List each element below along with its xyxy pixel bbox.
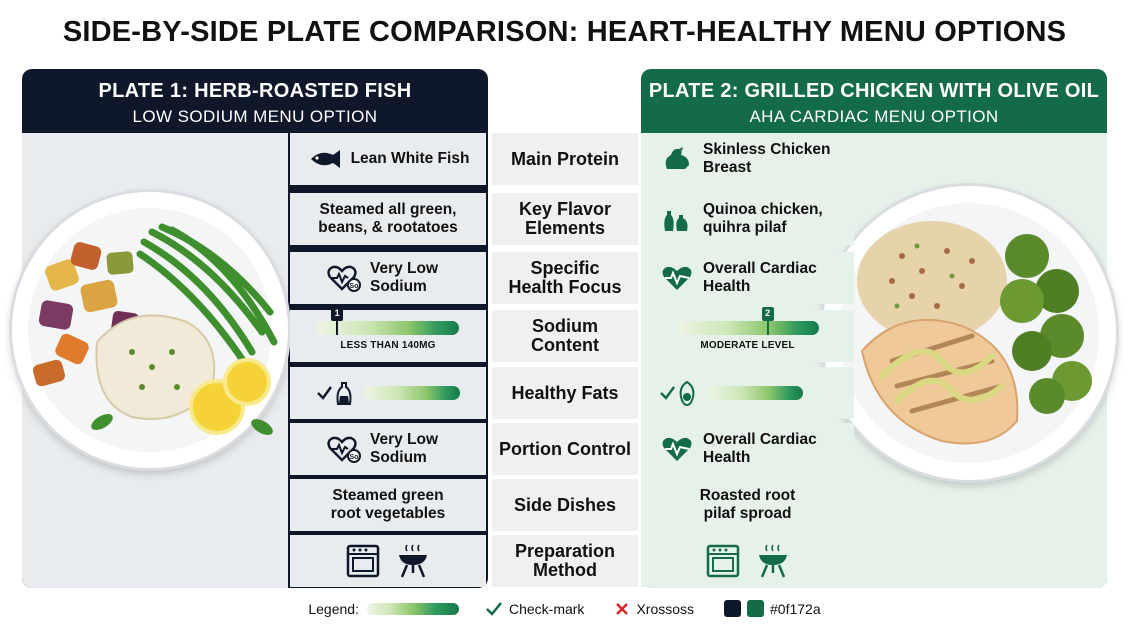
- healthy-fats-bar-plate-1: [364, 386, 460, 400]
- row-label-side-dishes: Side Dishes: [492, 479, 638, 531]
- plate-2-header: PLATE 2: GRILLED CHICKEN WITH OLIVE OIL …: [641, 69, 1107, 133]
- plate-1-preparation: [290, 535, 486, 587]
- plate-1-portion-control: So Very Low Sodium: [290, 423, 486, 475]
- plate-1-title: PLATE 1: HERB-ROASTED FISH: [98, 80, 412, 102]
- plate-1-healthy-fats: [290, 367, 486, 419]
- svg-text:So: So: [350, 283, 359, 290]
- plate-1-header: PLATE 1: HERB-ROASTED FISH LOW SODIUM ME…: [22, 69, 488, 133]
- plate-1-side-dishes: Steamed green root vegetables: [290, 479, 486, 531]
- plate-1-sodium: 1 LESS THAN 140MG: [290, 307, 486, 362]
- row-sodium: 1 LESS THAN 140MG Sodium Content 2 MODER…: [0, 307, 1129, 362]
- sodium-bar-plate-1: 1 LESS THAN 140MG: [313, 307, 463, 351]
- row-label-health-focus: Specific Health Focus: [492, 252, 638, 304]
- sodium-label-plate-2: MODERATE LEVEL: [700, 340, 795, 351]
- legend-label: Legend:: [308, 600, 359, 617]
- heart-pulse-icon: [662, 266, 692, 290]
- plate-2-title: PLATE 2: GRILLED CHICKEN WITH OLIVE OIL: [648, 80, 1100, 102]
- grill-icon: [399, 544, 427, 578]
- sodium-gradient-bar: 1: [317, 307, 459, 335]
- check-avocado-icon: [660, 380, 695, 407]
- plate-1-subtitle: LOW SODIUM MENU OPTION: [132, 107, 378, 126]
- row-main-protein: Lean White Fish Main Protein Skinless Ch…: [0, 133, 1129, 185]
- plate-2-preparation: [641, 535, 854, 587]
- page-title: SIDE-BY-SIDE PLATE COMPARISON: HEART-HEA…: [62, 16, 1067, 48]
- sodium-gradient-bar: 2: [676, 307, 819, 335]
- fish-icon: [310, 150, 340, 168]
- heart-pulse-icon: [662, 437, 692, 461]
- sodium-marker-1: 1: [331, 307, 344, 335]
- row-portion-control: So Very Low Sodium Portion Control Overa…: [0, 423, 1129, 475]
- chicken-icon: [665, 147, 689, 169]
- legend-check: Check-mark: [485, 601, 584, 617]
- healthy-fats-bar-plate-2: [707, 386, 803, 400]
- row-healthy-fats: Healthy Fats: [0, 367, 1129, 419]
- row-label-main-protein: Main Protein: [492, 133, 638, 185]
- plate-2-side-dishes: Roasted root pilaf sproad: [641, 479, 854, 531]
- oven-icon: [346, 544, 380, 578]
- plate-2-portion-control: Overall Cardiac Health: [641, 423, 854, 475]
- row-preparation: Preparation Method: [0, 535, 1129, 587]
- row-label-key-flavor: Key Flavor Elements: [492, 193, 638, 245]
- check-icon: [486, 601, 502, 616]
- check-oil-icon: [317, 382, 352, 405]
- plate-2-sodium: 2 MODERATE LEVEL: [641, 307, 854, 362]
- plate-2-key-flavor: Quinoa chicken, quihra pilaf: [641, 193, 854, 245]
- legend-gradient-bar: [366, 602, 459, 615]
- row-label-portion-control: Portion Control: [492, 423, 638, 475]
- row-label-sodium: Sodium Content: [492, 310, 638, 362]
- svg-text:So: So: [350, 454, 359, 461]
- row-label-healthy-fats: Healthy Fats: [492, 367, 638, 419]
- plate-2-health-focus: Overall Cardiac Health: [641, 252, 854, 304]
- plate-1-main-protein: Lean White Fish: [290, 133, 486, 185]
- cross-icon: [616, 602, 629, 615]
- oil-bottles-icon: [664, 211, 688, 231]
- heart-so-icon: So: [327, 436, 361, 463]
- chicken-plate-illustration: [839, 203, 1099, 463]
- plate-2-subtitle: AHA CARDIAC MENU OPTION: [749, 107, 999, 126]
- oven-icon: [706, 544, 739, 578]
- plate-2-main-protein: Skinless Chicken Breast: [641, 133, 854, 185]
- heart-so-icon: So: [327, 265, 361, 292]
- green-swatch: [747, 600, 765, 617]
- row-health-focus: So Very Low Sodium Specific Health Focus…: [0, 252, 1129, 304]
- legend-colors: #0f172a: [724, 600, 821, 617]
- row-label-preparation: Preparation Method: [492, 535, 638, 587]
- legend-cross: Xrossoss: [614, 601, 694, 617]
- row-side-dishes: Steamed green root vegetables Side Dishe…: [0, 479, 1129, 531]
- plate-2-healthy-fats: [641, 367, 854, 419]
- fish-plate-image: [12, 192, 288, 468]
- navy-swatch: [724, 600, 742, 617]
- chicken-plate-image: [822, 186, 1116, 480]
- plate-1-health-focus: So Very Low Sodium: [290, 252, 486, 304]
- sodium-marker-2: 2: [761, 307, 774, 335]
- grill-icon: [758, 544, 787, 578]
- sodium-label-plate-1: LESS THAN 140MG: [340, 340, 436, 351]
- sodium-bar-plate-2: 2 MODERATE LEVEL: [673, 307, 823, 351]
- legend: Legend: Check-mark Xrossoss #0f172a: [0, 600, 1129, 617]
- fish-plate-illustration: [28, 208, 278, 452]
- plate-1-key-flavor: Steamed all green, beans, & rootatoes: [290, 193, 486, 245]
- row-key-flavor: Steamed all green, beans, & rootatoes Ke…: [0, 193, 1129, 245]
